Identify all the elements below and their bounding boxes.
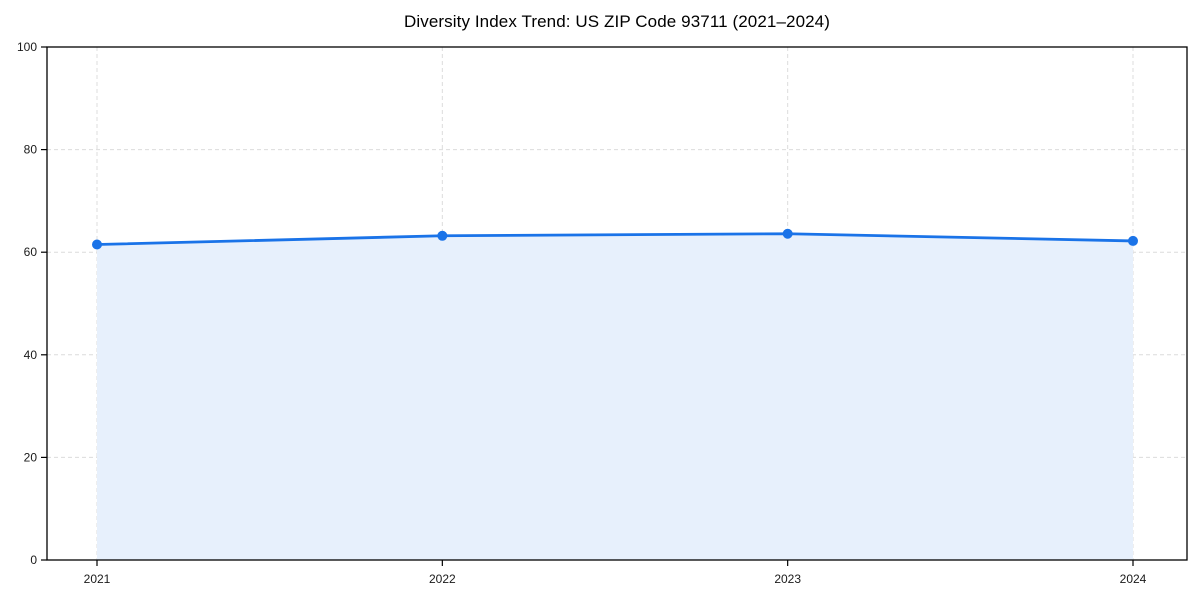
data-point-2023	[782, 228, 793, 239]
x-tick-label: 2022	[429, 572, 456, 586]
plot-border	[46, 46, 1188, 561]
x-tick-label: 2023	[774, 572, 801, 586]
area-fill	[97, 233, 1133, 560]
y-tick-label: 80	[24, 143, 38, 157]
y-tick-label: 0	[30, 553, 37, 567]
y-tick-label: 20	[24, 450, 38, 464]
chart-title: Diversity Index Trend: US ZIP Code 93711…	[403, 12, 831, 31]
y-tick-label: 100	[17, 40, 37, 54]
data-point-2024	[1128, 235, 1138, 246]
y-tick-label: 60	[24, 245, 38, 259]
x-tick-label: 2021	[84, 572, 111, 586]
x-tick-label: 2024	[1120, 572, 1147, 586]
data-point-2022	[437, 230, 448, 241]
data-point-2021	[92, 239, 102, 250]
trend-line	[95, 232, 1135, 246]
y-tick-label: 40	[24, 348, 38, 362]
